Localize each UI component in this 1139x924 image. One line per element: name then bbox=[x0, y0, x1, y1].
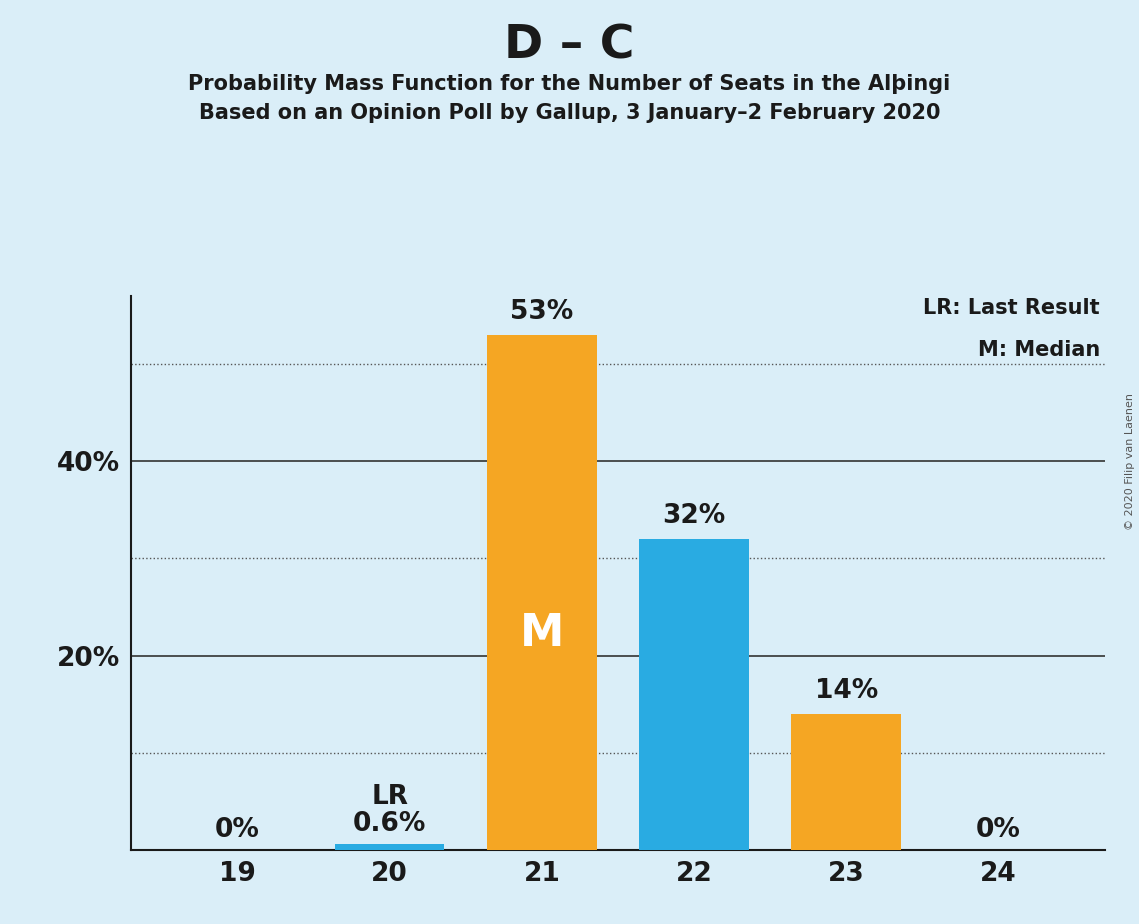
Bar bbox=[487, 334, 597, 850]
Text: 32%: 32% bbox=[663, 503, 726, 529]
Text: LR: LR bbox=[371, 784, 408, 810]
Text: M: M bbox=[519, 612, 564, 655]
Text: 0%: 0% bbox=[215, 817, 260, 844]
Text: 53%: 53% bbox=[510, 298, 573, 325]
Text: LR: Last Result: LR: Last Result bbox=[924, 298, 1100, 319]
Text: 0%: 0% bbox=[976, 817, 1021, 844]
Bar bbox=[639, 539, 748, 850]
Text: 0.6%: 0.6% bbox=[353, 811, 426, 837]
Text: © 2020 Filip van Laenen: © 2020 Filip van Laenen bbox=[1125, 394, 1134, 530]
Text: D – C: D – C bbox=[505, 23, 634, 68]
Bar bbox=[335, 845, 444, 850]
Text: Based on an Opinion Poll by Gallup, 3 January–2 February 2020: Based on an Opinion Poll by Gallup, 3 Ja… bbox=[198, 103, 941, 124]
Text: 14%: 14% bbox=[814, 678, 878, 704]
Text: Probability Mass Function for the Number of Seats in the Alþingi: Probability Mass Function for the Number… bbox=[188, 74, 951, 94]
Bar bbox=[792, 714, 901, 850]
Text: M: Median: M: Median bbox=[977, 340, 1100, 360]
